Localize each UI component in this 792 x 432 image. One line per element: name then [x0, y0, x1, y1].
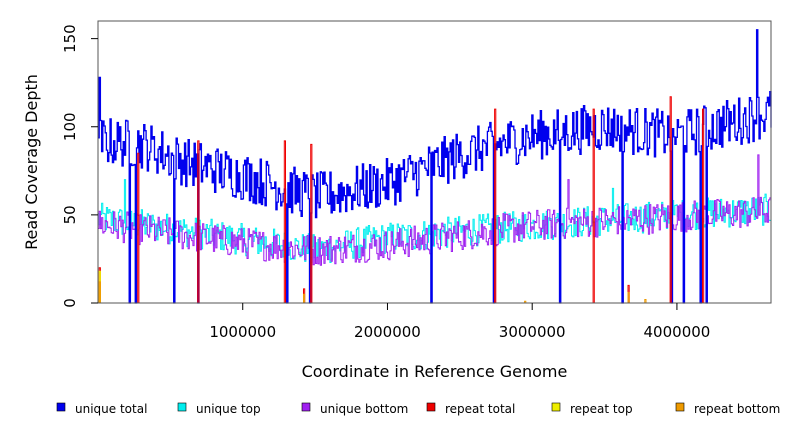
series-line-unique-total	[98, 29, 772, 304]
legend-label: unique top	[196, 402, 261, 416]
y-tick-label: 100	[61, 112, 79, 141]
x-axis-title: Coordinate in Reference Genome	[302, 362, 568, 381]
x-tick-label: 1000000	[209, 323, 276, 341]
series-line-unique-top	[98, 179, 772, 304]
x-tick-label: 2000000	[354, 323, 421, 341]
legend-item: unique bottom	[301, 402, 408, 416]
legend-swatch	[301, 402, 311, 412]
x-axis: 1000000 2000000 3000000 4000000	[209, 303, 710, 341]
x-tick-label: 4000000	[644, 323, 711, 341]
legend-label: unique total	[75, 402, 147, 416]
series-layer	[98, 29, 772, 304]
legend-swatch	[426, 402, 436, 412]
legend-swatch	[56, 402, 66, 412]
legend-label: unique bottom	[320, 402, 408, 416]
legend: unique total unique top unique bottom repea…	[56, 402, 780, 416]
legend-item: unique total	[56, 402, 147, 416]
y-axis-title: Read Coverage Depth	[22, 74, 41, 250]
legend-swatch	[551, 402, 561, 412]
y-axis: 0 50 100 150	[61, 24, 98, 308]
legend-item: repeat bottom	[675, 402, 780, 416]
y-tick-label: 50	[61, 205, 79, 224]
legend-item: unique top	[177, 402, 261, 416]
x-tick-label: 3000000	[499, 323, 566, 341]
legend-item: repeat total	[426, 402, 515, 416]
y-tick-label: 150	[61, 24, 79, 53]
y-tick-label: 0	[61, 298, 79, 308]
legend-label: repeat bottom	[694, 402, 780, 416]
series-line-repeat-total	[98, 96, 771, 304]
legend-swatch	[675, 402, 685, 412]
plot-frame	[97, 20, 772, 304]
legend-label: repeat total	[445, 402, 515, 416]
series-line-unique-bottom	[98, 154, 772, 304]
legend-label: repeat top	[570, 402, 633, 416]
legend-item: repeat top	[551, 402, 633, 416]
legend-swatch	[177, 402, 187, 412]
